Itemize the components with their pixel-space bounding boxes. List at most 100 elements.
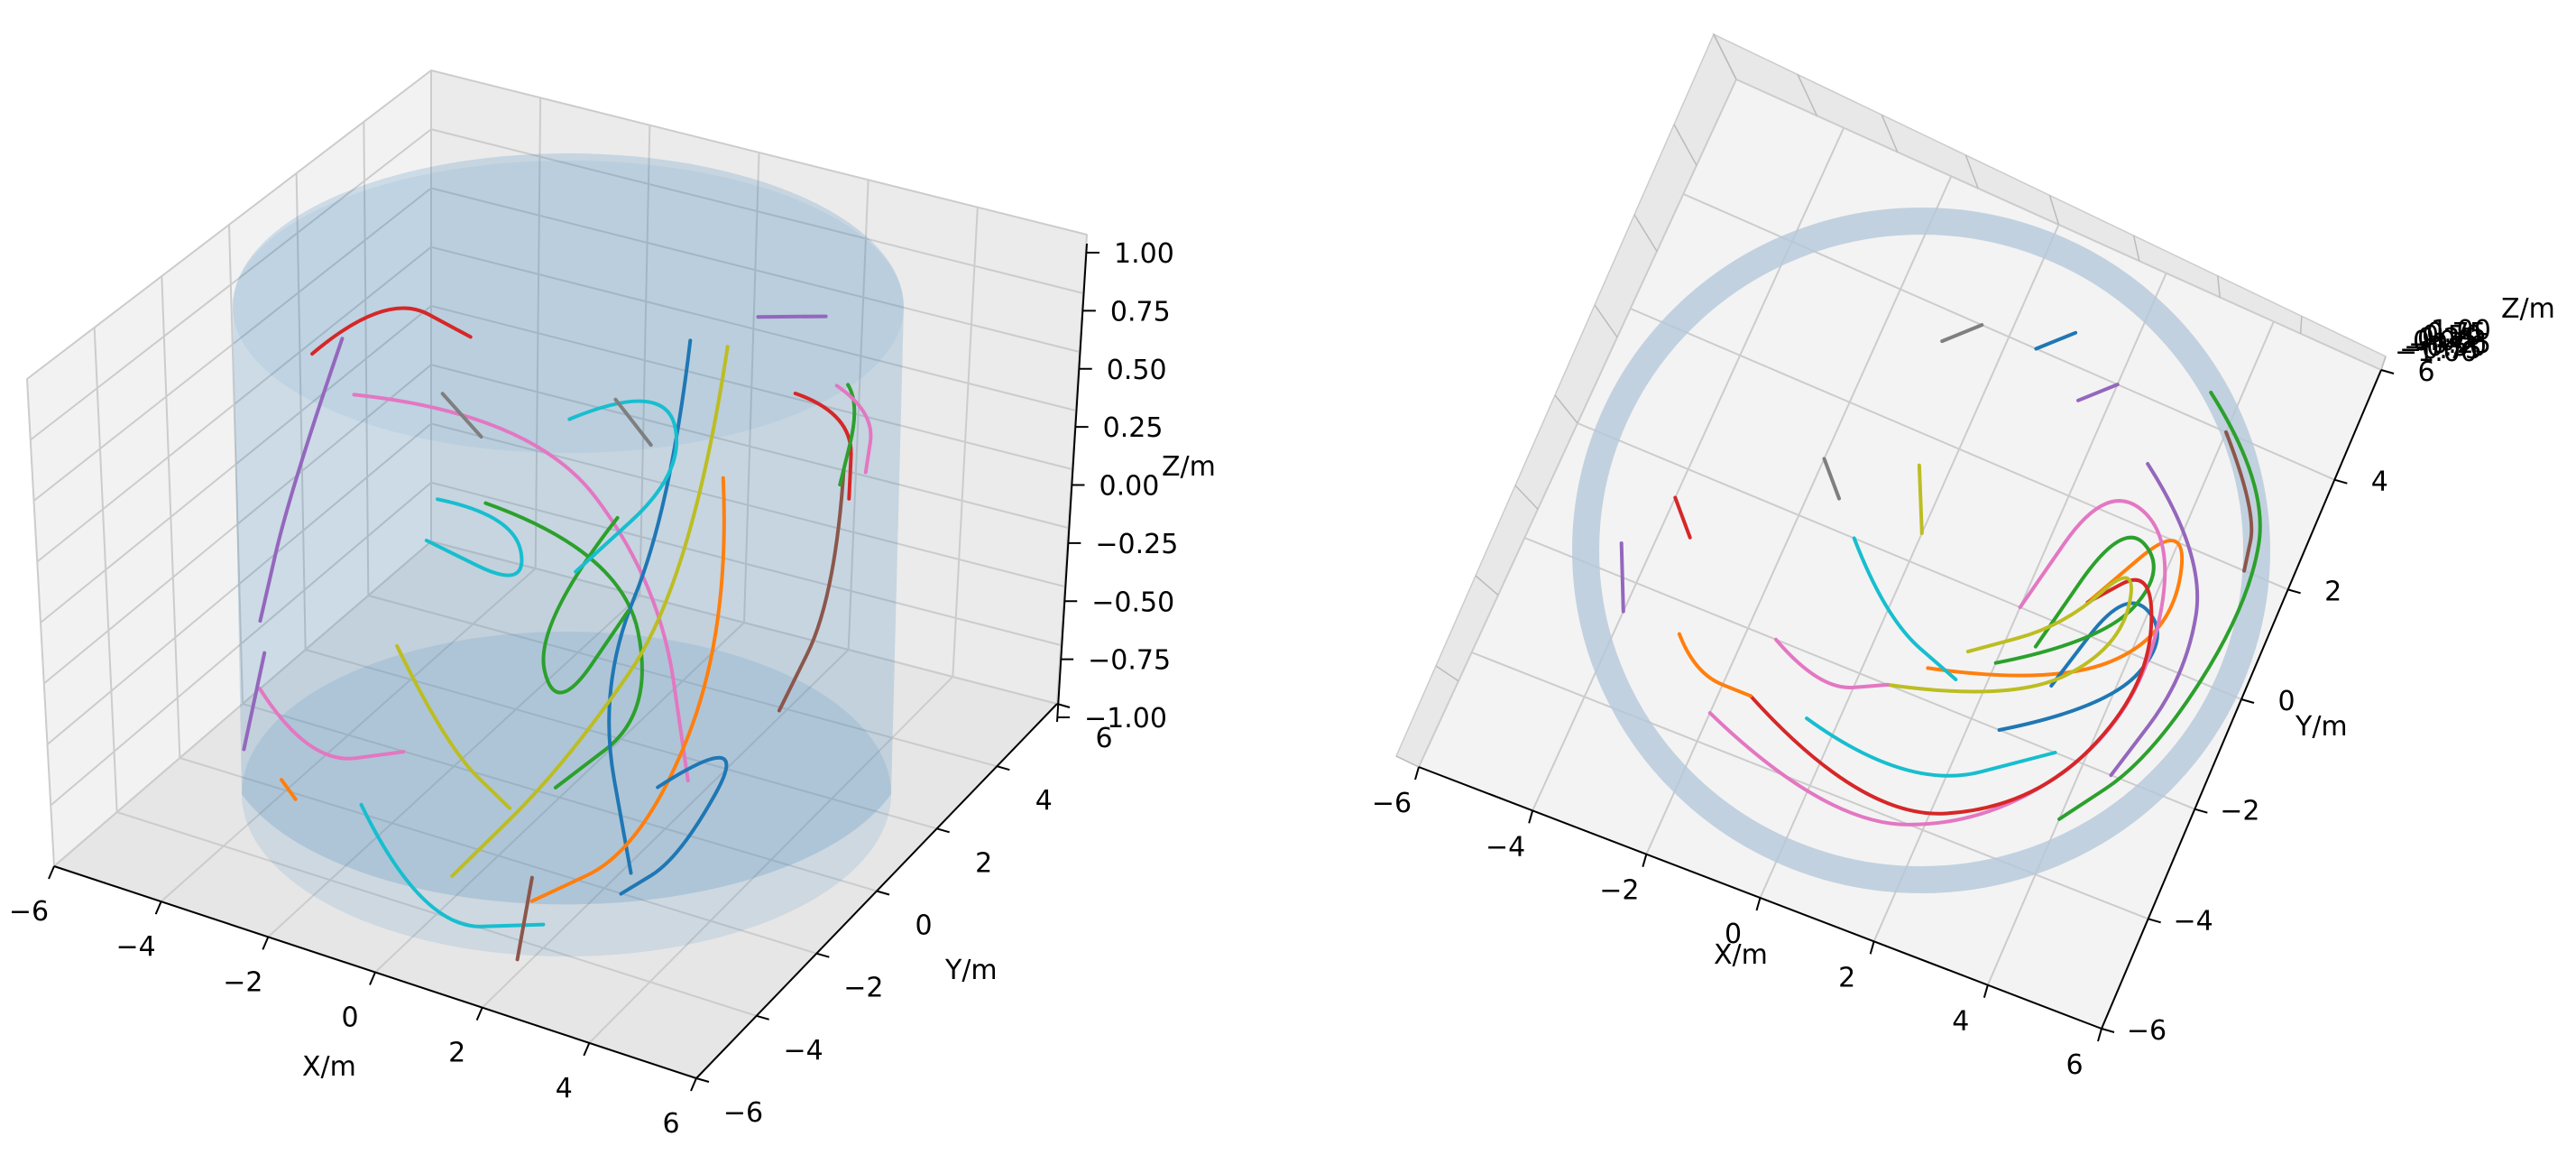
trajectory-top-13 (2034, 330, 2078, 351)
trajectory-0 (310, 306, 473, 356)
z-tick-label: 0.25 (2417, 323, 2478, 355)
y-tick-label: 0 (915, 910, 932, 942)
x-tick-label: 0 (1725, 919, 1742, 950)
z-axis-label: Z/m (2501, 293, 2555, 325)
z-tick-label: 0.75 (2426, 318, 2487, 349)
x-tick-mark (1528, 810, 1534, 824)
z-tick-label: 1.00 (1114, 238, 1174, 270)
x-tick-labels: −6 −4 −2 0 2 4 6 (9, 865, 697, 1140)
y-tick-label: 4 (2371, 467, 2388, 498)
cylinder-surface (233, 153, 904, 956)
z-tick-label: −1.00 (1084, 703, 1167, 734)
z-tick-label: −0.75 (2399, 334, 2482, 365)
trajectory-top-18 (1822, 457, 1841, 501)
trajectory-8 (450, 345, 730, 878)
y-tick-mark (2101, 1028, 2115, 1033)
trajectory-top-14 (2076, 383, 2120, 402)
trajectory-17 (257, 687, 406, 761)
x-tick-mark (1983, 984, 1989, 998)
trajectory-3 (440, 392, 483, 439)
trajectory-15 (359, 802, 546, 928)
z-tick-labels: −1.00−0.75−0.50−0.250.000.250.500.751.00 (1057, 238, 1178, 734)
trajectory-1 (352, 393, 690, 783)
grid-lines (26, 69, 1088, 1079)
y-tick-mark (2240, 698, 2255, 704)
y-tick-label: −6 (723, 1097, 763, 1129)
x-tick-mark (583, 1042, 591, 1057)
trajectory-14 (619, 755, 729, 896)
trajectory-top-9 (2057, 391, 2262, 821)
trajectory-lines (242, 306, 873, 962)
z-axis-line (1056, 243, 1088, 723)
trajectory-top-1 (1997, 601, 2159, 732)
z-tick-label: −0.25 (1095, 529, 1178, 560)
grid-line (430, 245, 1076, 411)
cylinder-body (233, 153, 904, 905)
x-tick-label: −2 (1599, 875, 1639, 907)
y-tick-mark (936, 827, 950, 834)
y-tick-mark (997, 765, 1010, 771)
trajectory-5 (483, 501, 644, 790)
x-tick-label: −2 (223, 966, 262, 998)
grid-line (430, 422, 1065, 587)
y-tick-label: 0 (2277, 686, 2295, 717)
x-tick-mark (154, 901, 162, 915)
z-tick-label: 0.50 (2422, 320, 2482, 352)
y-tick-mark (2287, 588, 2301, 595)
x-tick-label: 6 (2065, 1049, 2083, 1081)
y-tick-label: 2 (2324, 576, 2341, 607)
y-axis-label: Y/m (2295, 711, 2348, 743)
y-tick-mark (876, 890, 890, 896)
grid-line (43, 364, 432, 685)
trajectory-23 (613, 397, 653, 448)
y-tick-label: −2 (843, 973, 883, 1004)
y-tick-label: −2 (2220, 796, 2259, 827)
grid-line (430, 305, 1072, 470)
side-grid-line (2132, 235, 2140, 262)
trajectory-20 (541, 515, 630, 695)
trajectory-top-6 (1805, 716, 2057, 778)
side-grid-line (1673, 124, 1697, 166)
z-tick-label: 0.00 (1099, 471, 1160, 503)
trajectory-top-7 (2109, 462, 2200, 778)
y-tick-label: −6 (2127, 1015, 2167, 1047)
trajectory-top-2 (1993, 535, 2156, 665)
trajectory-16 (280, 778, 298, 801)
side-grid-line (2380, 356, 2387, 371)
x-tick-label: 2 (448, 1038, 465, 1069)
grid-line (50, 481, 432, 807)
grid-line (430, 481, 1062, 646)
x-tick-mark (1642, 854, 1648, 867)
y-axis-label: Y/m (944, 955, 998, 986)
trajectory-7 (529, 476, 726, 903)
x-tick-mark (48, 865, 55, 880)
trajectory-top-5 (1885, 576, 2133, 694)
z-tick-label: 0.50 (1107, 355, 1167, 386)
x-tick-label: −4 (1486, 831, 1525, 863)
trajectory-13 (756, 314, 828, 319)
y-tick-mark (756, 1014, 769, 1021)
y-tick-mark (2334, 478, 2348, 485)
side-grid-line (2048, 195, 2060, 226)
x-tick-mark (2097, 1028, 2102, 1042)
grid-line (430, 540, 1058, 705)
trajectory-top-8 (2224, 430, 2254, 573)
x-tick-mark (475, 1007, 483, 1021)
y-tick-mark (2148, 918, 2161, 924)
trajectory-18 (242, 651, 267, 752)
trajectory-top-16 (1677, 632, 1753, 698)
side-grid-line (1713, 33, 1737, 80)
trajectory-top-19 (1619, 541, 1625, 614)
grid-line (53, 540, 432, 867)
trajectory-2 (258, 337, 345, 624)
grid-line (430, 187, 1080, 353)
x-tick-mark (262, 936, 270, 950)
z-tick-labels: −1.00−0.75−0.50−0.250.000.250.500.751.00 (2395, 315, 2491, 368)
side-grid-line (1554, 394, 1578, 424)
y-tick-label: −4 (784, 1035, 823, 1067)
y-tick-label: 6 (2417, 356, 2434, 388)
grid-line (46, 422, 432, 745)
x-tick-mark (369, 972, 376, 985)
